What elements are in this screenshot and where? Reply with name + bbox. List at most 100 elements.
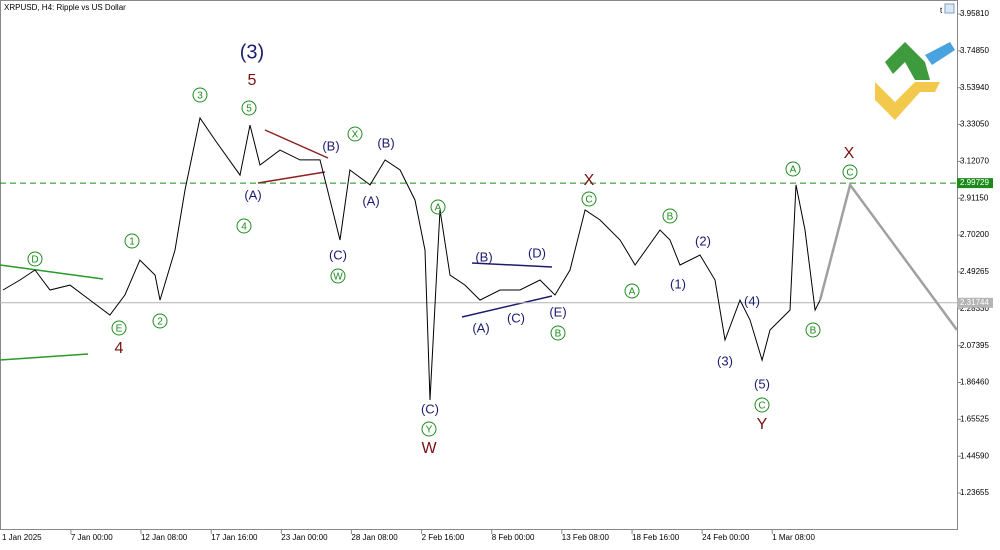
projection-line <box>818 182 959 331</box>
wave-circle <box>430 199 446 215</box>
y-tick-label: 3.12070 <box>960 157 989 166</box>
wave-label: (A) <box>244 187 261 202</box>
wave-circle <box>152 313 168 329</box>
chart-title: XRPUSD, H4: Ripple vs US Dollar <box>4 3 126 12</box>
wave-label: Y <box>757 416 768 433</box>
trend-line <box>471 262 553 268</box>
x-tick-label: 18 Feb 16:00 <box>632 533 680 542</box>
y-tick-label: 1.23655 <box>960 488 989 497</box>
wave-label: B <box>810 326 817 337</box>
wave-label: 4 <box>115 340 124 357</box>
wave-circle <box>124 233 140 249</box>
wave-label: D <box>31 255 38 266</box>
trend-line <box>461 295 553 318</box>
wave-label: W <box>421 440 437 457</box>
wave-circle <box>347 126 363 142</box>
y-tick-label: 2.91150 <box>960 193 989 202</box>
wave-circle <box>785 161 801 177</box>
x-tick-label: 28 Jan 08:00 <box>351 533 398 542</box>
price-line-path <box>2 116 821 401</box>
wave-circle <box>330 268 346 284</box>
wave-label: C <box>585 195 592 206</box>
toolbar-icon[interactable]: t <box>940 6 943 15</box>
wave-label: 5 <box>248 72 257 89</box>
wave-circle <box>581 191 597 207</box>
wave-circle <box>236 218 252 234</box>
wave-circle <box>662 208 678 224</box>
trend-line <box>264 129 329 159</box>
wave-circle <box>192 87 208 103</box>
wave-label: (C) <box>507 310 525 325</box>
y-tick-label: 2.28330 <box>960 304 989 313</box>
wave-label: (B) <box>322 138 339 153</box>
wave-label: X <box>844 145 855 162</box>
wave-label: 2 <box>157 317 163 328</box>
wave-label: (4) <box>744 293 760 308</box>
y-tick-label: 2.49265 <box>960 267 989 276</box>
wave-label: E <box>116 324 123 335</box>
wave-label: X <box>352 130 359 141</box>
y-tick-label: 2.07395 <box>960 341 989 350</box>
logo <box>875 42 955 120</box>
x-tick-label: 1 Mar 08:00 <box>772 533 815 542</box>
wave-label: A <box>629 287 636 298</box>
price-tag-label: 2.31744 <box>960 298 989 307</box>
y-tick-label: 3.33050 <box>960 120 989 129</box>
price-tag-label: 2.99729 <box>960 178 989 187</box>
x-tick-label: 7 Jan 00:00 <box>71 533 113 542</box>
wave-label: (2) <box>695 233 711 248</box>
wave-label: B <box>555 329 562 340</box>
wave-label: (1) <box>670 276 686 291</box>
wave-circle <box>805 322 821 338</box>
wave-circle <box>550 325 566 341</box>
wave-label: (C) <box>329 247 347 262</box>
wave-label: (3) <box>240 41 264 63</box>
x-tick-label: 12 Jan 08:00 <box>141 533 188 542</box>
x-tick-label: 24 Feb 00:00 <box>702 533 750 542</box>
wave-label: (D) <box>528 245 546 260</box>
y-tick-label: 1.65525 <box>960 414 989 423</box>
wave-circle <box>842 164 858 180</box>
x-tick-label: 17 Jan 16:00 <box>211 533 258 542</box>
wave-label: B <box>667 212 674 223</box>
trend-line <box>0 264 104 280</box>
y-tick-label: 1.86460 <box>960 378 989 387</box>
wave-label: (B) <box>475 249 492 264</box>
wave-label: C <box>846 168 853 179</box>
toolbar-icon[interactable] <box>944 3 955 14</box>
wave-label: (5) <box>754 376 770 391</box>
wave-circle <box>111 320 127 336</box>
wave-circle <box>754 397 770 413</box>
y-tick-label: 3.74850 <box>960 46 989 55</box>
price-tag <box>957 297 993 308</box>
y-tick-label: 1.44590 <box>960 451 989 460</box>
y-tick-label: 2.70200 <box>960 230 989 239</box>
wave-label: (C) <box>421 401 439 416</box>
wave-label: 3 <box>197 91 203 102</box>
wave-label: (B) <box>377 135 394 150</box>
wave-circle <box>241 100 257 116</box>
x-tick-label: 8 Feb 00:00 <box>492 533 535 542</box>
x-tick-label: 23 Jan 00:00 <box>281 533 328 542</box>
y-tick-label: 3.53940 <box>960 83 989 92</box>
wave-label: 5 <box>246 104 252 115</box>
trend-line <box>257 171 326 184</box>
wave-label: A <box>790 165 797 176</box>
x-tick-label: 2 Feb 16:00 <box>422 533 465 542</box>
wave-label: (A) <box>362 193 379 208</box>
price-tag <box>957 178 993 189</box>
wave-label: W <box>333 272 343 283</box>
wave-label: C <box>758 401 765 412</box>
wave-label: (E) <box>549 304 566 319</box>
wave-circle <box>421 421 437 437</box>
wave-label: Y <box>426 425 433 436</box>
wave-label: X <box>584 172 595 189</box>
wave-circle <box>27 251 43 267</box>
wave-circle <box>624 283 640 299</box>
wave-label: A <box>435 203 442 214</box>
x-tick-label: 13 Feb 08:00 <box>562 533 610 542</box>
trend-line <box>0 353 89 361</box>
wave-label: (A) <box>472 320 489 335</box>
